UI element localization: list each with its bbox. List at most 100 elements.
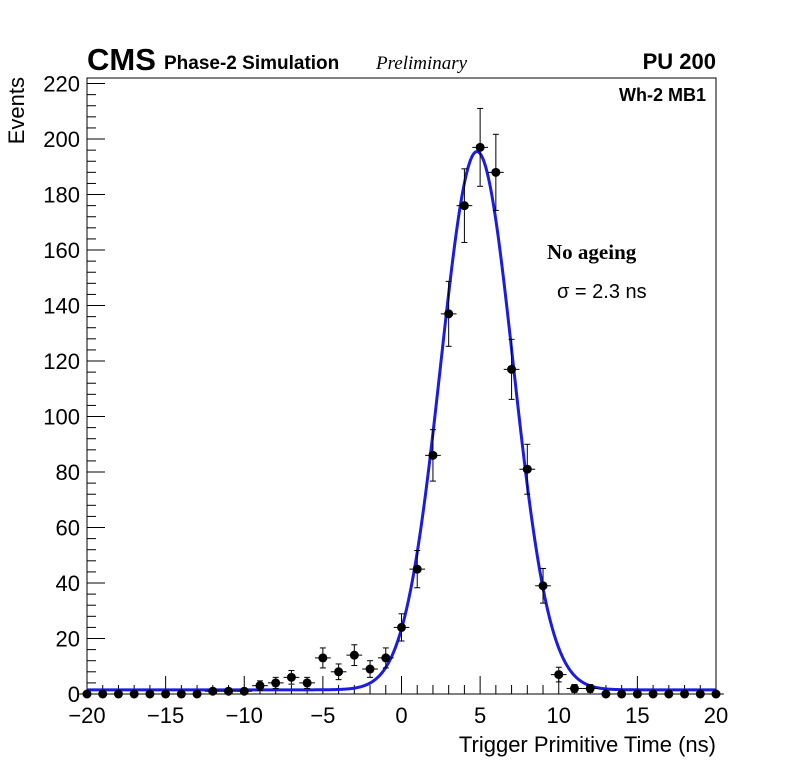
data-marker — [632, 689, 642, 699]
data-marker — [318, 653, 328, 663]
data-point — [252, 680, 268, 691]
y-tick-label: 20 — [56, 627, 80, 652]
x-tick-label: −10 — [226, 703, 263, 728]
data-point — [330, 663, 347, 681]
plot-frame — [86, 77, 717, 695]
data-marker — [711, 689, 721, 699]
data-marker — [680, 689, 690, 699]
condition-label: No ageing — [547, 240, 637, 264]
data-point — [472, 107, 488, 187]
x-tick-label: −20 — [68, 703, 105, 728]
data-marker — [349, 650, 359, 660]
data-marker — [475, 142, 485, 152]
data-marker — [522, 464, 532, 474]
data-marker — [192, 689, 202, 699]
data-point — [267, 676, 284, 689]
x-tick-label: −5 — [310, 703, 335, 728]
data-marker — [302, 678, 312, 688]
x-tick-label: 5 — [474, 703, 486, 728]
y-tick-label: 140 — [43, 294, 80, 319]
data-point — [204, 686, 221, 696]
y-tick-label: 100 — [43, 405, 80, 430]
data-marker — [239, 686, 249, 696]
data-marker — [554, 670, 564, 680]
data-marker — [491, 167, 501, 177]
data-point — [613, 689, 630, 699]
data-point — [487, 133, 504, 211]
data-point — [629, 689, 646, 699]
data-marker — [648, 689, 658, 699]
data-point — [173, 689, 190, 699]
data-point — [377, 647, 394, 669]
data-marker — [224, 686, 234, 696]
data-marker — [176, 689, 186, 699]
data-point — [425, 429, 441, 482]
fit-curve — [87, 150, 716, 692]
x-axis-ticks: −20 −15 −10 −5 0 5 10 15 20 — [68, 676, 728, 728]
y-tick-label: 60 — [56, 516, 80, 541]
data-point — [550, 666, 567, 683]
data-point — [189, 689, 205, 699]
data-marker — [695, 689, 705, 699]
chamber-label: Wh-2 MB1 — [619, 85, 706, 105]
fit-curve-group — [87, 150, 716, 692]
data-marker — [271, 678, 281, 688]
data-point — [346, 644, 363, 667]
data-point — [519, 443, 536, 495]
data-point — [393, 613, 410, 642]
sigma-label: σ = 2.3 ns — [557, 281, 647, 303]
data-point — [676, 689, 693, 699]
data-point — [94, 689, 111, 699]
data-point — [582, 683, 599, 693]
y-tick-label: 80 — [56, 460, 80, 485]
data-point — [503, 338, 520, 400]
data-point — [566, 683, 583, 693]
y-tick-label: 220 — [43, 72, 80, 97]
data-marker — [397, 622, 406, 632]
data-point — [362, 660, 378, 678]
data-point — [142, 689, 158, 699]
data-point — [456, 168, 473, 243]
axes-frame — [86, 77, 717, 695]
data-point — [299, 676, 316, 689]
x-tick-label: 0 — [395, 703, 407, 728]
data-point — [79, 689, 95, 699]
y-axis-ticks: 0 20 40 60 80 100 120 140 160 180 200 220 — [43, 72, 105, 707]
x-tick-label: 20 — [704, 703, 728, 728]
data-marker — [113, 689, 123, 699]
data-marker — [286, 672, 296, 682]
data-point — [409, 550, 426, 589]
data-point — [110, 689, 127, 699]
y-tick-label: 40 — [56, 571, 80, 596]
data-marker — [601, 689, 611, 699]
data-point — [660, 689, 677, 699]
data-marker — [538, 581, 548, 591]
data-marker — [569, 683, 579, 693]
data-marker — [145, 689, 155, 699]
y-tick-label: 180 — [43, 183, 80, 208]
data-point — [126, 689, 143, 699]
data-marker — [507, 364, 517, 374]
y-tick-label: 0 — [68, 682, 80, 707]
data-marker — [82, 689, 92, 699]
data-point — [708, 689, 724, 699]
data-marker — [381, 653, 391, 663]
data-marker — [129, 689, 139, 699]
data-point — [598, 689, 614, 699]
y-tick-label: 120 — [43, 349, 80, 374]
data-marker — [444, 309, 454, 319]
data-marker — [334, 667, 344, 677]
x-tick-label: 10 — [547, 703, 571, 728]
data-marker — [412, 564, 422, 574]
data-point — [692, 689, 709, 699]
data-marker — [459, 201, 469, 211]
y-tick-label: 160 — [43, 238, 80, 263]
data-point — [440, 280, 457, 347]
x-tick-label: −15 — [147, 703, 184, 728]
data-point — [283, 670, 300, 685]
data-marker — [617, 689, 627, 699]
pileup-label: PU 200 — [643, 49, 716, 74]
data-marker — [664, 689, 674, 699]
data-point — [236, 686, 253, 696]
